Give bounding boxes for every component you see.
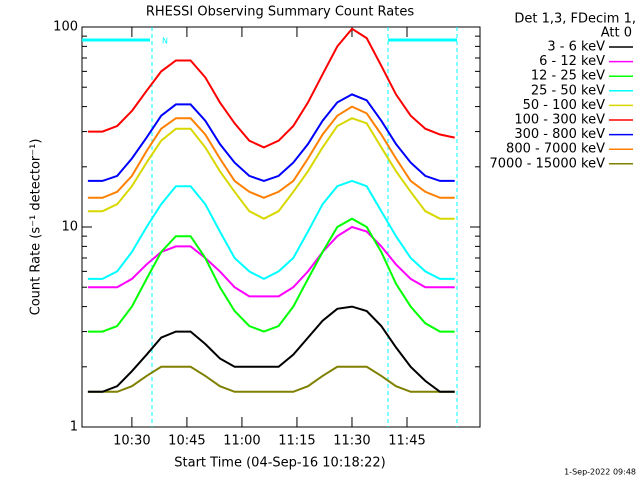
x-tick-label: 11:15 xyxy=(278,434,315,449)
series-line xyxy=(87,179,455,281)
legend-label: 3 - 6 keV xyxy=(547,40,605,55)
chart-title: RHESSI Observing Summary Count Rates xyxy=(146,5,415,20)
x-axis-label: Start Time (04-Sep-16 10:18:22) xyxy=(174,456,385,471)
series-line xyxy=(87,105,455,199)
series-line xyxy=(87,305,455,393)
legend-label: 800 - 7000 keV xyxy=(506,142,605,157)
y-axis-label: Count Rate (s⁻¹ detector⁻¹) xyxy=(29,139,44,316)
legend-label: 7000 - 15000 keV xyxy=(490,156,606,171)
legend-title: Det 1,3, FDecim 1, xyxy=(514,12,636,27)
series-line xyxy=(87,93,455,182)
series-line xyxy=(87,217,455,333)
timestamp: 1-Sep-2022 09:48 xyxy=(564,468,636,477)
series-line xyxy=(87,117,455,220)
y-tick-label: 1 xyxy=(70,420,78,435)
series-line xyxy=(87,27,455,149)
attenuator-markers xyxy=(82,27,458,427)
legend-label: 25 - 50 keV xyxy=(531,83,605,98)
plot-frame xyxy=(81,26,481,428)
x-tick-label: 11:30 xyxy=(333,434,370,449)
y-tick-label: 10 xyxy=(61,220,78,235)
annotation: N xyxy=(162,37,168,46)
series-line xyxy=(87,225,455,298)
legend-label: 100 - 300 keV xyxy=(514,113,605,128)
legend-label: 6 - 12 keV xyxy=(539,54,605,69)
y-tick-label: 100 xyxy=(53,20,78,35)
x-tick-label: 10:45 xyxy=(168,434,205,449)
legend-label: 300 - 800 keV xyxy=(514,127,605,142)
x-tick-label: 11:00 xyxy=(223,434,260,449)
series-line xyxy=(87,365,455,393)
legend-label: 12 - 25 keV xyxy=(531,69,605,84)
legend-title: Att 0 xyxy=(601,26,632,41)
x-tick-label: 10:30 xyxy=(113,434,150,449)
x-tick-label: 11:45 xyxy=(388,434,425,449)
legend-label: 50 - 100 keV xyxy=(523,98,606,113)
